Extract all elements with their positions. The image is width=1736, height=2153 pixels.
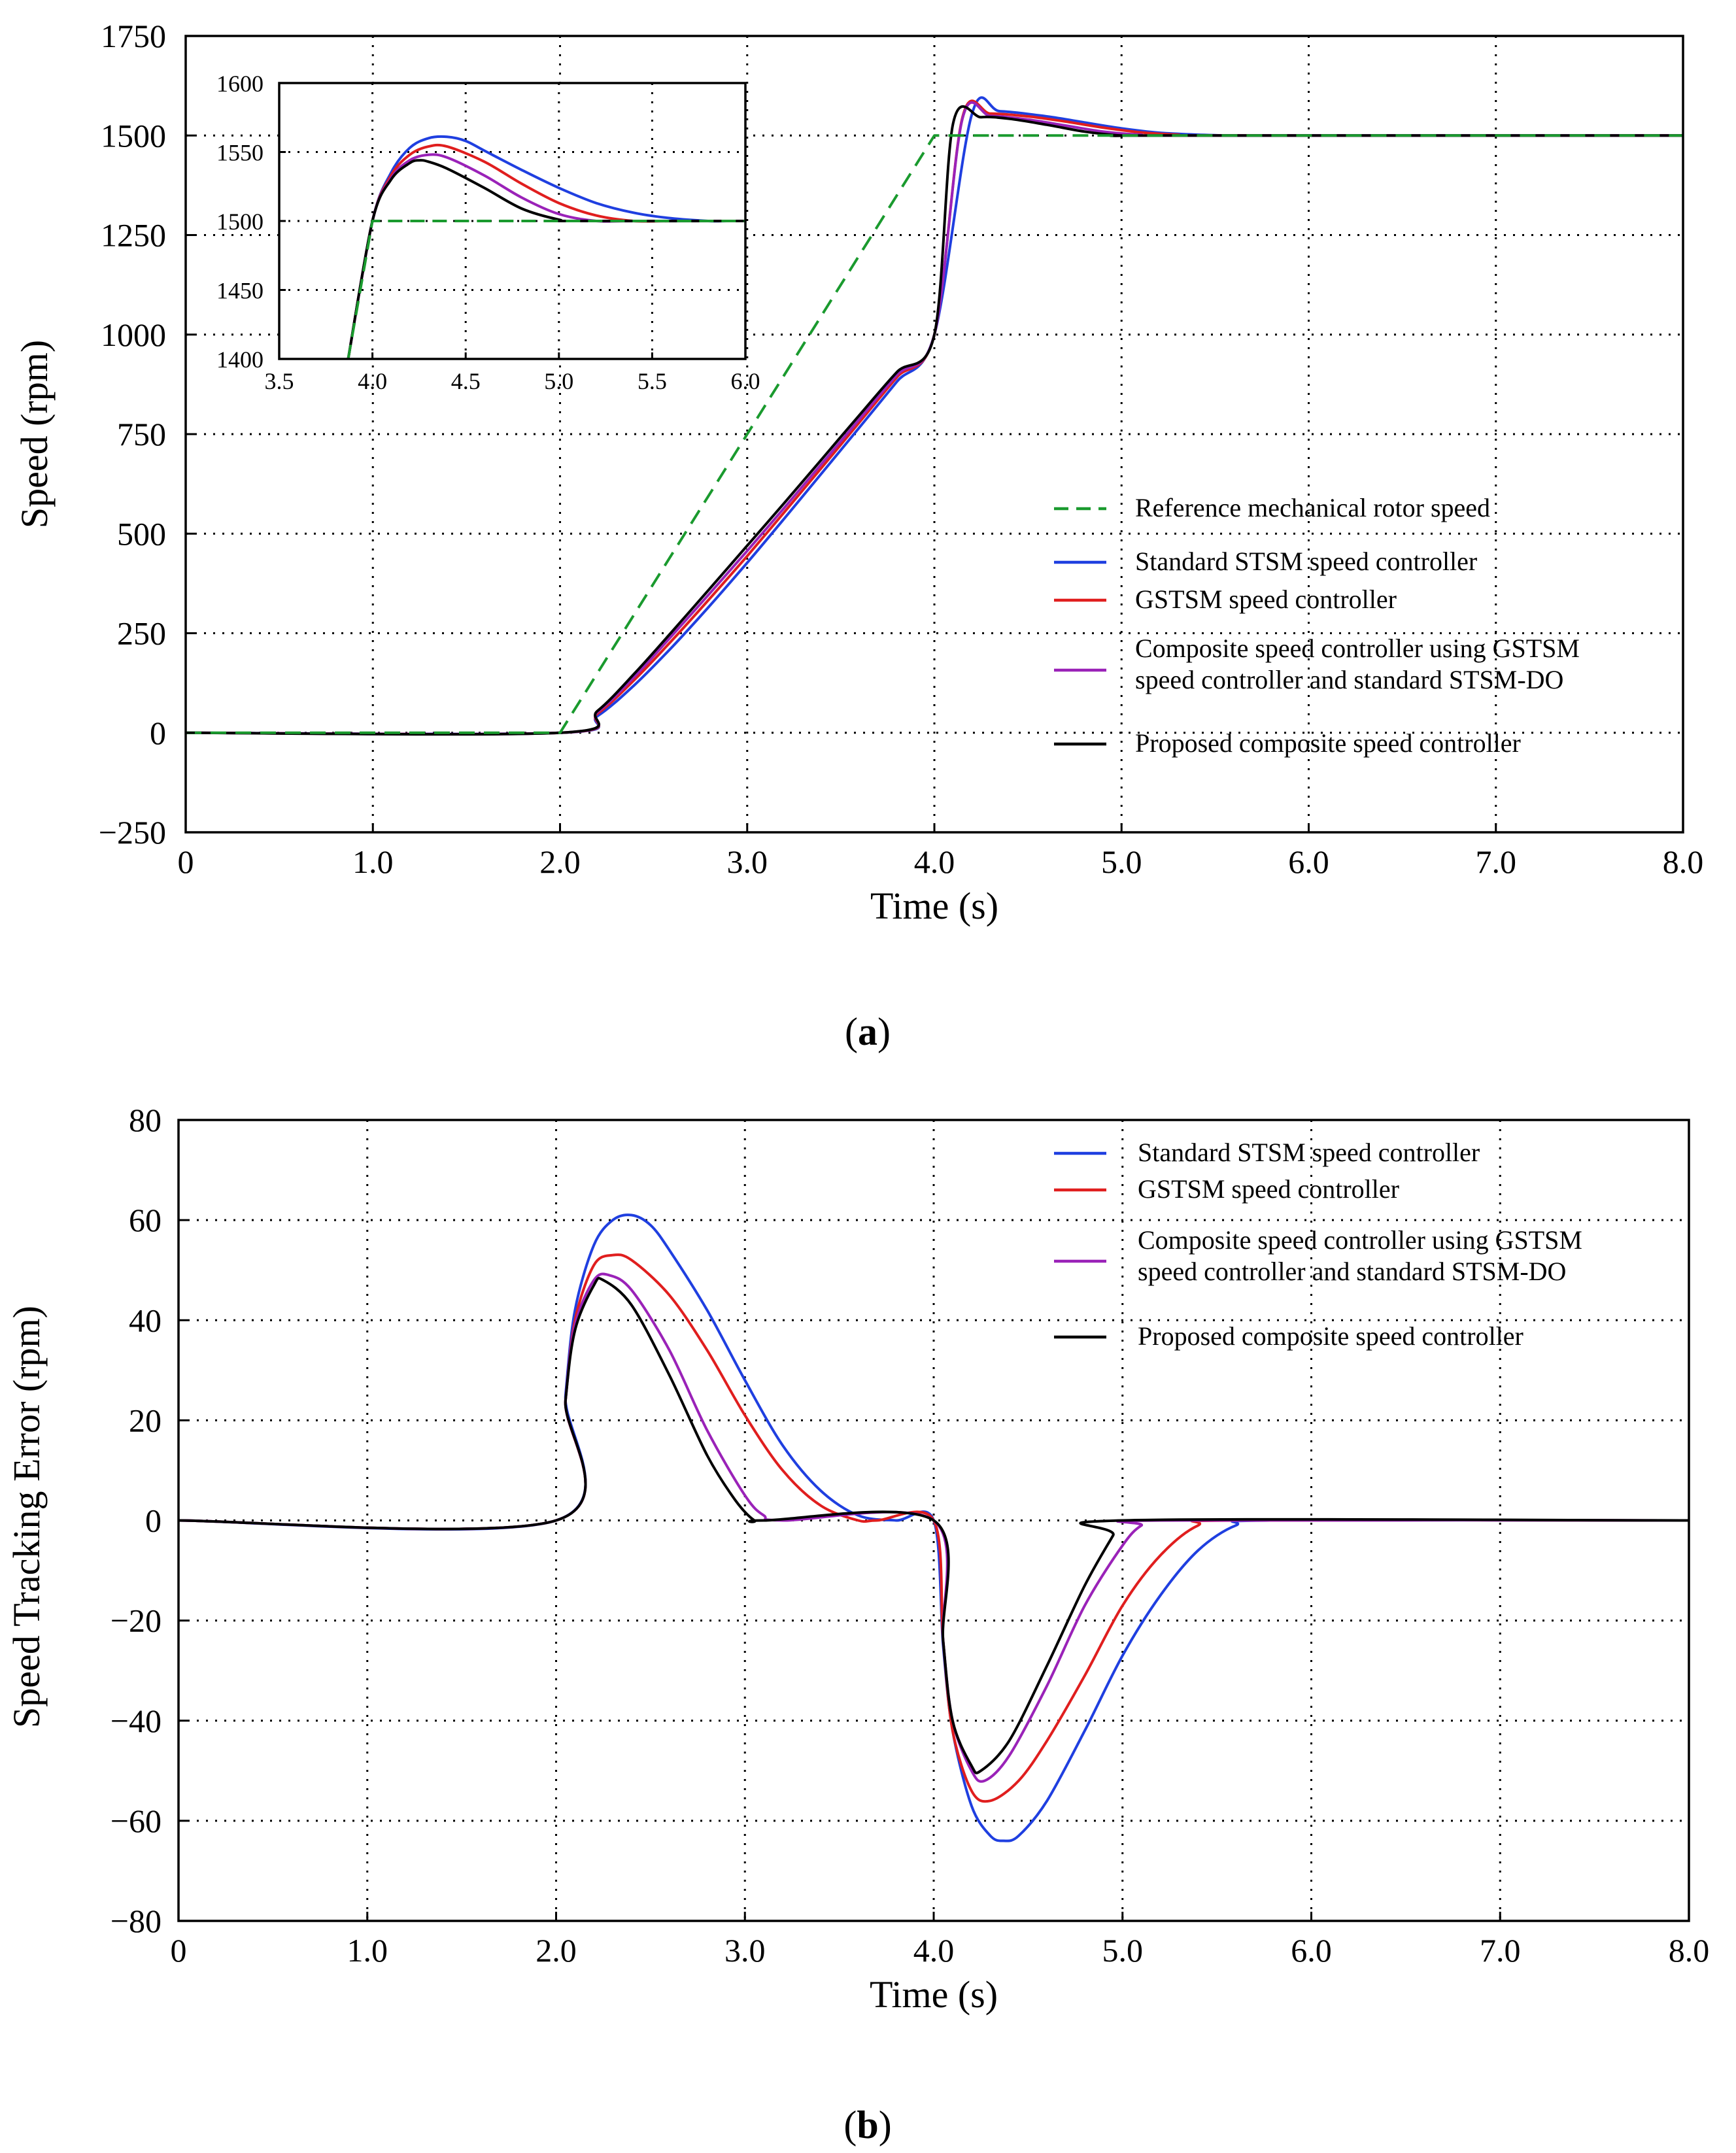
legend-b-label-stsm: Standard STSM speed controller [1138,1138,1480,1167]
chart-b-ytick-label: −80 [111,1903,162,1939]
chart-b-series-proposed-composite-speed-controller [178,1277,1690,1774]
chart-a-ytick-label: 1000 [101,316,166,353]
chart-b-ytick-label: 80 [129,1102,162,1138]
chart-a-inset-xtick-label: 6.0 [731,368,760,394]
chart-a-series-reference-mechanical-rotor-speed [186,134,1683,734]
chart-b-xtick-label: 7.0 [1480,1932,1521,1969]
chart-b-xtick-label: 3.0 [724,1932,766,1969]
chart-b-ytick-label: 0 [145,1502,162,1539]
chart-a-legend: Reference mechanical rotor speed Standar… [1054,493,1580,758]
chart-a-inset-xtick-label: 4.5 [451,368,481,394]
chart-a-inset-ytick-label: 1450 [216,278,264,304]
chart-b-xtick-label: 4.0 [913,1932,955,1969]
chart-a-ytick-label: 1500 [101,117,166,154]
chart-b-ytick-label: 60 [129,1202,162,1238]
chart-a-ytick-label: 750 [117,416,166,452]
chart-a-xlabel: Time (s) [870,885,998,927]
chart-b-series [178,1213,1690,1842]
chart-a-inset-ytick-label: 1600 [216,71,264,97]
chart-a-inset-xtick-label: 5.0 [544,368,573,394]
chart-a-ylabel: Speed (rpm) [13,340,56,528]
chart-a-inset-ytick-label: 1500 [216,209,264,235]
legend-b-label-proposed: Proposed composite speed controller [1138,1321,1523,1351]
chart-b: 0 1.0 2.0 3.0 4.0 5.0 6.0 7.0 8.0 −80 −60 −40 −20 0 20… [5,1102,1709,2146]
chart-b-ylabel: Speed Tracking Error (rpm) [5,1306,48,1728]
chart-a: 0 1.0 2.0 3.0 4.0 5.0 6.0 7.0 8.0 −250 0 250 500 750 1… [13,18,1703,1053]
panel-label-b-letter: b [857,2103,878,2146]
chart-a-inset-xtick-label: 3.5 [265,368,294,394]
legend-b-label-gstsm: GSTSM speed controller [1138,1174,1399,1204]
chart-a-ytick-label: 1250 [101,217,166,254]
chart-a-series [185,96,1684,736]
chart-a-xtick-label: 0 [178,843,194,880]
panel-label-a-letter: a [858,1010,877,1053]
chart-b-ytick-label: −40 [111,1703,162,1739]
chart-b-xtick-label: 6.0 [1291,1932,1332,1969]
chart-a-xtick-label: 5.0 [1101,843,1142,880]
chart-a-inset-xtick-label: 5.5 [638,368,667,394]
legend-a-label-proposed: Proposed composite speed controller [1135,728,1521,758]
legend-b-label-composite: Composite speed controller using GSTSM sp… [1138,1225,1582,1286]
chart-a-inset: 3.5 4.0 4.5 5.0 5.5 6.0 1400 1450 1500 1550 1600 [216,71,760,394]
chart-a-ytick-label: 250 [117,615,166,652]
legend-a-label-stsm: Standard STSM speed controller [1135,547,1477,576]
chart-b-ytick-label: 20 [129,1402,162,1438]
chart-b-xtick-label: 8.0 [1669,1932,1710,1969]
chart-a-xtick-label: 3.0 [727,843,768,880]
chart-b-xlabel: Time (s) [870,1973,998,2016]
chart-a-xtick-label: 8.0 [1663,843,1704,880]
chart-b-xtick-label: 2.0 [536,1932,577,1969]
chart-b-ytick-label: −60 [111,1803,162,1839]
chart-b-xtick-label: 5.0 [1102,1932,1144,1969]
chart-a-inset-series-reference-mechanical-rotor-speed [347,220,745,360]
chart-a-inset-ticks: 3.5 4.0 4.5 5.0 5.5 6.0 1400 1450 1500 1550 1600 [216,71,760,394]
legend-a-label-composite: Composite speed controller using GSTSM sp… [1135,634,1580,694]
chart-a-inset-series [347,135,746,360]
panel-label-b: (b) [843,2103,891,2146]
chart-a-ticks: 0 1.0 2.0 3.0 4.0 5.0 6.0 7.0 8.0 −250 0 250 500 750 1… [99,18,1703,880]
chart-a-xtick-label: 7.0 [1476,843,1517,880]
panel-label-a: (a) [845,1010,891,1053]
chart-b-xtick-label: 1.0 [347,1932,388,1969]
chart-a-inset-series-standard-stsm-speed-controller [347,135,745,360]
chart-b-xtick-label: 0 [171,1932,187,1969]
chart-a-xtick-label: 2.0 [539,843,581,880]
chart-b-ytick-label: 40 [129,1302,162,1338]
chart-a-ytick-label: 0 [150,715,166,751]
legend-a-label-reference: Reference mechanical rotor speed [1135,493,1490,522]
chart-a-inset-ytick-label: 1400 [216,347,264,373]
legend-a-label-gstsm: GSTSM speed controller [1135,585,1397,614]
chart-b-ytick-label: −20 [111,1602,162,1639]
chart-a-inset-xtick-label: 4.0 [358,368,387,394]
chart-a-inset-ytick-label: 1550 [216,140,264,166]
chart-a-xtick-label: 4.0 [914,843,955,880]
chart-b-series-standard-stsm-speed-controller [178,1213,1690,1842]
chart-a-xtick-label: 1.0 [352,843,394,880]
chart-b-ticks: 0 1.0 2.0 3.0 4.0 5.0 6.0 7.0 8.0 −80 −60 −40 −20 0 20… [111,1102,1709,1969]
chart-a-xtick-label: 6.0 [1288,843,1329,880]
chart-a-ytick-label: −250 [99,814,166,851]
chart-a-ytick-label: 1750 [101,18,166,54]
chart-b-legend: Standard STSM speed controller GSTSM spe… [1054,1138,1582,1351]
chart-a-ytick-label: 500 [117,515,166,552]
